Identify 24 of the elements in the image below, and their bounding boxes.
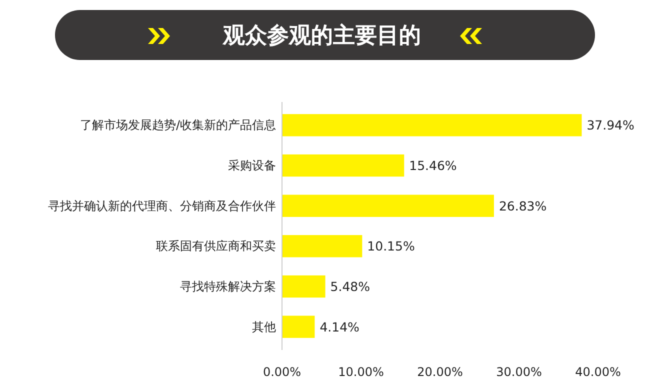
data-label: 4.14% [320,319,360,334]
x-tick-label: 40.00% [575,365,621,379]
data-label: 37.94% [586,118,635,133]
x-tick-label: 20.00% [417,365,463,379]
y-tick-label: 寻找特殊解决方案 [180,279,276,294]
data-label: 5.48% [330,278,370,294]
chart-title: 观众参观的主要目的 [222,22,421,48]
y-tick-label: 寻找并确认新的代理商、分销商及合作伙伴 [48,198,276,213]
data-label: 15.46% [409,158,457,174]
bar [282,235,362,258]
y-tick-label: 了解市场发展趋势/收集新的产品信息 [80,118,276,132]
x-tick-label: 10.00% [338,365,384,379]
x-tick-label: 0.00% [262,365,302,379]
data-label: 10.15% [367,238,415,254]
bar [282,114,582,136]
y-tick-label: 其他 [252,320,276,334]
y-tick-label: 采购设备 [228,158,276,173]
bar [282,275,326,298]
bar [282,194,494,217]
bar [282,316,315,338]
x-tick-label: 30.00% [496,365,542,379]
bar [282,154,404,177]
data-label: 26.83% [498,198,547,214]
y-tick-label: 联系固有供应商和买卖 [156,239,276,254]
